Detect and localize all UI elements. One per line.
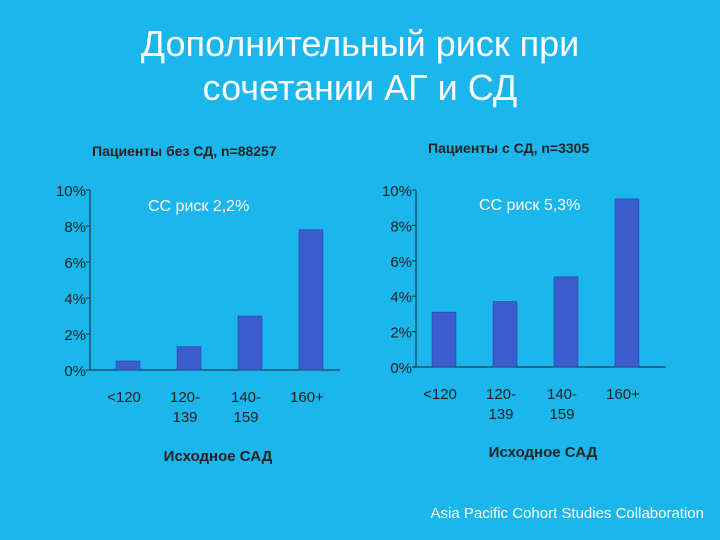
x-tick-label: <120 — [423, 386, 457, 403]
x-tick-label: 160+ — [290, 389, 324, 406]
page-title: Дополнительный риск при сочетании АГ и С… — [0, 22, 720, 110]
x-tick-label: 160+ — [606, 386, 640, 403]
bar — [614, 198, 640, 368]
x-tick-label: 159 — [549, 406, 574, 423]
x-tick-label: <120 — [107, 389, 141, 406]
bar — [492, 301, 518, 368]
y-tick-label: 0% — [64, 363, 86, 380]
title-line-1: Дополнительный риск при — [140, 23, 580, 64]
y-tick-label: 10% — [56, 183, 86, 200]
bar — [298, 229, 324, 371]
left-risk-annotation: СС риск 2,2% — [148, 198, 250, 215]
right-chart-title: Пациенты с СД, n=3305 — [428, 140, 590, 156]
y-tick-label: 4% — [390, 289, 412, 306]
x-tick-label: 120- — [486, 386, 516, 403]
bar — [176, 346, 202, 371]
x-tick-label: 139 — [172, 409, 197, 426]
y-tick-label: 8% — [64, 219, 86, 236]
bar — [115, 360, 141, 371]
y-tick-label: 6% — [64, 255, 86, 272]
x-axis-label: Исходное САД — [489, 444, 598, 461]
chart-with-diabetes: 0% 2% 4% 6% 8% 10% <120 120- 139 140- 159 160+ Исход… — [382, 183, 666, 461]
x-tick-label: 140- — [231, 389, 261, 406]
y-tick-label: 2% — [390, 325, 412, 342]
y-tick-label: 10% — [382, 183, 412, 200]
title-line-2: сочетании АГ и СД — [202, 67, 518, 108]
y-tick-label: 8% — [390, 218, 412, 235]
bar — [237, 315, 263, 371]
y-tick-label: 2% — [64, 327, 86, 344]
x-tick-label: 139 — [488, 406, 513, 423]
bar — [431, 311, 457, 368]
y-tick-label: 4% — [64, 291, 86, 308]
y-tick-label: 6% — [390, 254, 412, 271]
x-tick-label: 159 — [233, 409, 258, 426]
left-chart-title: Пациенты без СД, n=88257 — [92, 143, 277, 159]
x-axis-label: Исходное САД — [164, 448, 273, 465]
chart-without-diabetes: 0% 2% 4% 6% 8% 10% <120 120- 139 140- 159 160+ Исход… — [56, 183, 340, 465]
x-tick-label: 140- — [547, 386, 577, 403]
source-note: Asia Pacific Cohort Studies Collaboratio… — [430, 505, 704, 522]
y-tick-label: 0% — [390, 360, 412, 377]
right-risk-annotation: СС риск 5,3% — [479, 197, 581, 214]
x-tick-label: 120- — [170, 389, 200, 406]
bar — [553, 276, 579, 368]
